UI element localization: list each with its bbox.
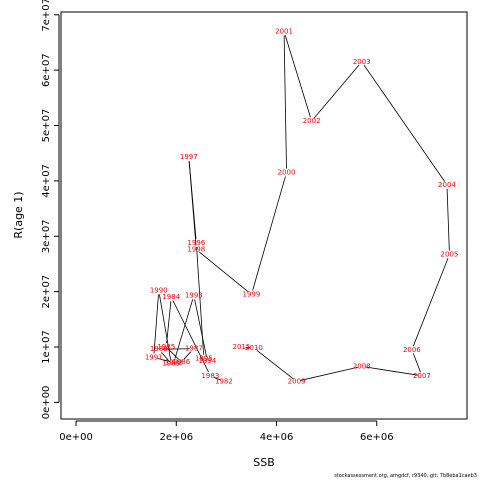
x-tick-label: 6e+06: [360, 432, 394, 443]
point-label-1995: 1995: [195, 355, 213, 363]
point-label-2011: 2011: [233, 343, 251, 351]
point-label-2010: 2010: [245, 344, 263, 352]
point-label-2004: 2004: [438, 181, 456, 189]
series-segment: [174, 299, 194, 359]
series-segment: [256, 350, 294, 380]
x-axis-title: SSB: [253, 456, 275, 469]
point-label-1994: 1994: [198, 357, 216, 365]
plot-frame: [60, 11, 468, 420]
point-label-2009: 2009: [288, 377, 306, 385]
series-segment: [213, 376, 221, 381]
series-group: [153, 35, 450, 381]
point-label-2006: 2006: [403, 346, 421, 354]
point-label-1993: 1993: [185, 292, 203, 300]
y-tick-label: 2e+07: [41, 275, 52, 309]
y-tick-label: 7e+07: [41, 0, 52, 32]
series-segment: [188, 161, 197, 246]
y-axis: 0e+00 1e+07 2e+07 3e+07 4e+07 5e+07 6e+07 7e+07: [41, 0, 60, 420]
series-segment: [412, 353, 421, 373]
footer-credit: stockassessment.org, amgdcf, r9340, git:…: [334, 473, 477, 479]
point-label-2003: 2003: [353, 58, 371, 66]
point-label-1992: 1992: [165, 359, 183, 367]
series-segment: [283, 35, 287, 169]
y-tick-label: 4e+07: [41, 164, 52, 198]
x-axis: 0e+00 2e+06 4e+06 6e+06: [59, 420, 394, 443]
series-segment: [183, 351, 192, 360]
series-segment: [363, 64, 446, 182]
point-label-1998: 1998: [187, 246, 205, 254]
point-label-1986: 1986: [172, 358, 190, 366]
y-tick-label: 5e+07: [41, 109, 52, 143]
point-label-2001: 2001: [275, 27, 293, 35]
point-label-1983: 1983: [201, 372, 219, 380]
point-label-1987: 1987: [185, 345, 203, 353]
series-segment: [252, 176, 286, 291]
point-label-2005: 2005: [441, 251, 459, 259]
point-label-1988: 1988: [150, 345, 168, 353]
point-label-2008: 2008: [353, 362, 371, 370]
point-label-1985: 1985: [157, 343, 175, 351]
point-label-1984: 1984: [162, 293, 180, 301]
x-tick-label: 2e+06: [159, 432, 193, 443]
series-segment: [168, 349, 179, 360]
series-segment: [159, 294, 171, 360]
series-segment: [300, 366, 358, 381]
series-segment: [284, 35, 311, 118]
series-segment: [172, 300, 209, 373]
y-tick-label: 6e+07: [41, 53, 52, 87]
point-label-1982: 1982: [215, 377, 233, 385]
point-label-1996: 1996: [187, 239, 205, 247]
x-tick-label: 4e+06: [260, 432, 294, 443]
series-segment: [313, 64, 360, 119]
point-label-2000: 2000: [278, 169, 296, 177]
x-tick-label: 0e+00: [59, 432, 93, 443]
y-tick-label: 1e+07: [41, 330, 52, 364]
series-segment: [161, 351, 169, 361]
series-segment: [194, 299, 207, 358]
series-segment: [166, 301, 172, 344]
y-tick-label: 0e+00: [41, 386, 52, 420]
point-label-1990: 1990: [150, 287, 168, 295]
point-label-2002: 2002: [303, 117, 321, 125]
series-segment: [157, 358, 170, 362]
point-label-1997: 1997: [180, 153, 198, 161]
series-segment: [153, 294, 159, 354]
plot-frame-group: [60, 11, 468, 420]
point-label-1999: 1999: [243, 290, 261, 298]
point-label-2007: 2007: [413, 372, 431, 380]
point-label-1991: 1991: [145, 354, 163, 362]
series-segment: [365, 366, 418, 376]
y-axis-title: R(age 1): [12, 191, 25, 238]
point-label-1989: 1989: [162, 360, 180, 368]
series-segment: [199, 251, 249, 293]
y-tick-label: 3e+07: [41, 219, 52, 253]
series-segment: [412, 258, 449, 347]
series-segment: [446, 188, 450, 251]
series-segment: [196, 246, 204, 355]
